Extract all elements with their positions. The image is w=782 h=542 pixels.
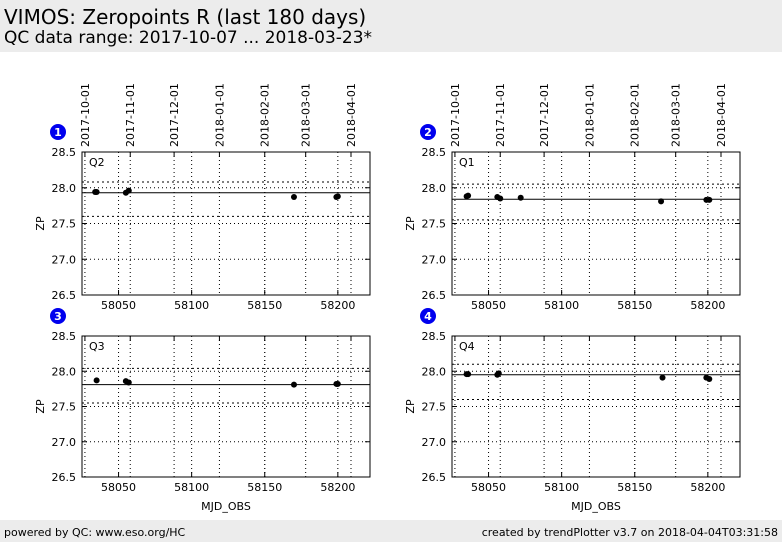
panel-1-label: Q2 xyxy=(89,156,105,169)
panel-1-date-label: 2017-10-01 xyxy=(79,83,92,147)
panel-3-xtick-label: 58050 xyxy=(101,481,136,494)
panel-3-badge-number: 3 xyxy=(54,310,62,323)
panel-4-data-point xyxy=(706,376,713,383)
panel-4-data-point xyxy=(465,371,472,378)
panel-2-date-label: 2017-12-01 xyxy=(538,83,551,147)
page-subtitle: QC data range: 2017-10-07 ... 2018-03-23… xyxy=(4,28,373,48)
panel-2-data-point xyxy=(517,194,524,201)
panel-1-data-point xyxy=(334,193,341,200)
panel-4-ytick-label: 28.5 xyxy=(422,330,447,343)
panel-1-date-label: 2018-04-01 xyxy=(345,83,358,147)
panel-2-ytick-label: 28.0 xyxy=(422,182,447,195)
panel-2-xtick-label: 58200 xyxy=(690,299,725,312)
panel-3-data-point xyxy=(93,377,100,384)
panel-3-ytick-label: 28.0 xyxy=(52,365,77,378)
panel-3-ytick-label: 27.0 xyxy=(52,436,77,449)
panel-2-data-point xyxy=(706,196,713,203)
panel-4-xtick-label: 58050 xyxy=(471,481,506,494)
panel-2-xtick-label: 58050 xyxy=(471,299,506,312)
panel-1-ytick-label: 26.5 xyxy=(52,289,77,302)
panel-1-data-point xyxy=(93,189,100,196)
page-title: VIMOS: Zeropoints R (last 180 days) xyxy=(4,5,367,29)
panel-1-ytick-label: 28.0 xyxy=(52,182,77,195)
panel-4-data-point xyxy=(495,370,502,377)
panel-2-date-label: 2017-11-01 xyxy=(494,83,507,147)
panel-3-xtick-label: 58100 xyxy=(174,481,209,494)
header-bar: VIMOS: Zeropoints R (last 180 days) QC d… xyxy=(0,0,782,52)
panel-4-xlabel: MJD_OBS xyxy=(571,500,621,513)
panel-2-date-label: 2018-01-01 xyxy=(583,83,596,147)
panel-1-xtick-label: 58150 xyxy=(247,299,282,312)
panel-2-label: Q1 xyxy=(459,156,475,169)
panel-2-badge xyxy=(420,124,436,140)
panel-2-ylabel: ZP xyxy=(404,216,417,231)
panel-4-xtick-label: 58150 xyxy=(617,481,652,494)
panel-3-xtick-label: 58200 xyxy=(320,481,355,494)
panel-4-label: Q4 xyxy=(459,340,475,353)
panel-2-date-label: 2017-10-01 xyxy=(449,83,462,147)
panel-1-data-point xyxy=(125,187,132,194)
panel-1-ytick-label: 28.5 xyxy=(52,146,77,159)
panel-1-ytick-label: 27.5 xyxy=(52,218,77,231)
panel-4-badge-number: 4 xyxy=(424,310,432,323)
panel-1-date-label: 2017-12-01 xyxy=(168,83,181,147)
panel-4-ytick-label: 27.5 xyxy=(422,401,447,414)
panel-3-badge xyxy=(50,308,66,324)
panel-4-ytick-label: 26.5 xyxy=(422,471,447,484)
panel-1-badge xyxy=(50,124,66,140)
panel-1-ylabel: ZP xyxy=(34,216,47,231)
panel-1-data-point xyxy=(290,194,297,201)
panel-1-date-label: 2018-03-01 xyxy=(300,83,313,147)
panel-4-ylabel: ZP xyxy=(404,399,417,414)
panel-2-data-point xyxy=(658,198,665,205)
panel-4-ytick-label: 28.0 xyxy=(422,365,447,378)
panel-1-xtick-label: 58200 xyxy=(320,299,355,312)
panel-2-badge-number: 2 xyxy=(424,126,432,139)
panel-3-label: Q3 xyxy=(89,340,105,353)
panel-3-ytick-label: 28.5 xyxy=(52,330,77,343)
footer-created: created by trendPlotter v3.7 on 2018-04-… xyxy=(481,526,778,539)
panel-3-ytick-label: 26.5 xyxy=(52,471,77,484)
panel-3-ylabel: ZP xyxy=(34,399,47,414)
panel-1-xtick-label: 58050 xyxy=(101,299,136,312)
panel-2-xtick-label: 58100 xyxy=(544,299,579,312)
panel-3-xlabel: MJD_OBS xyxy=(201,500,251,513)
panel-3-data-point xyxy=(125,379,132,386)
panel-2-ytick-label: 26.5 xyxy=(422,289,447,302)
panel-4-ytick-label: 27.0 xyxy=(422,436,447,449)
footer-credit: powered by QC: www.eso.org/HC xyxy=(4,526,186,539)
panel-1-badge-number: 1 xyxy=(54,126,62,139)
panel-2-date-label: 2018-03-01 xyxy=(670,83,683,147)
panel-2-data-point xyxy=(465,192,472,199)
panel-1-date-label: 2018-01-01 xyxy=(213,83,226,147)
panel-3-data-point xyxy=(290,381,297,388)
panel-4-badge xyxy=(420,308,436,324)
panel-2-ytick-label: 27.0 xyxy=(422,253,447,266)
panel-2-date-label: 2018-02-01 xyxy=(629,83,642,147)
panel-2-ytick-label: 27.5 xyxy=(422,218,447,231)
panel-4-data-point xyxy=(659,374,666,381)
panel-1-date-label: 2018-02-01 xyxy=(259,83,272,147)
panel-2-ytick-label: 28.5 xyxy=(422,146,447,159)
panel-2-date-label: 2018-04-01 xyxy=(715,83,728,147)
panel-4-xtick-label: 58100 xyxy=(544,481,579,494)
panel-1-ytick-label: 27.0 xyxy=(52,253,77,266)
panel-1-date-label: 2017-11-01 xyxy=(124,83,137,147)
panel-2-xtick-label: 58150 xyxy=(617,299,652,312)
panel-1-xtick-label: 58100 xyxy=(174,299,209,312)
panel-3-xtick-label: 58150 xyxy=(247,481,282,494)
panel-3-ytick-label: 27.5 xyxy=(52,401,77,414)
panel-3-data-point xyxy=(334,380,341,387)
panel-4-xtick-label: 58200 xyxy=(690,481,725,494)
footer-bar: powered by QC: www.eso.org/HC created by… xyxy=(0,520,782,542)
panel-2-data-point xyxy=(497,195,504,202)
